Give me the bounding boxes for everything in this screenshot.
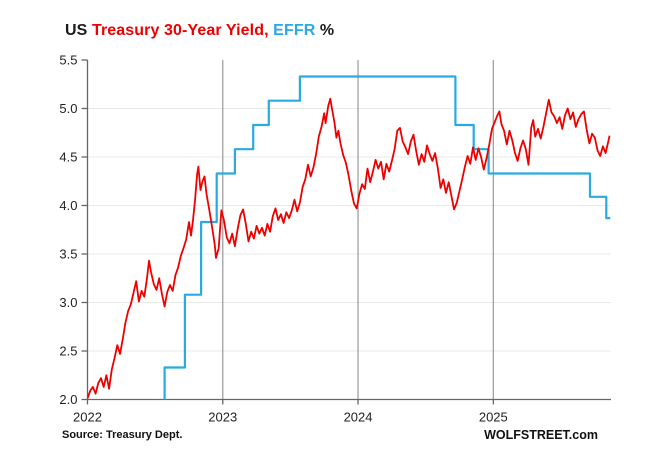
horizontal-gridlines [87,108,611,352]
tick-labels: 2.0 2.5 3.0 3.5 4.0 4.5 5.0 5.5 2022 2023 2024 2025 [59,53,507,425]
y-tick-label: 3.5 [59,247,77,262]
title-segment-yield: Treasury 30-Year Yield, [91,22,269,39]
branding: WOLFSTREET.com [484,428,598,442]
year-gridlines [222,60,494,400]
chart-title: US Treasury 30-Year Yield, EFFR % [65,22,334,40]
y-tick-label: 2.0 [59,392,77,407]
x-tick-label: 2024 [344,410,373,425]
axes [86,60,611,401]
x-tick-label: 2023 [208,410,237,425]
y-tick-label: 2.5 [59,344,77,359]
y-tick-label: 4.5 [59,150,77,165]
title-segment-pct: % [315,22,335,39]
effr-line [163,75,611,400]
y-tick-label: 3.0 [59,295,77,310]
y-tick-label: 4.0 [59,198,77,213]
x-tick-label: 2022 [73,410,102,425]
y-tick-label: 5.5 [59,53,77,68]
title-segment-us: US [65,22,92,39]
x-tick-label: 2025 [479,410,508,425]
treasury-30y-yield-line [87,97,611,399]
source-note: Source: Treasury Dept. [62,429,183,441]
y-tick-label: 5.0 [59,101,77,116]
tick-marks [81,59,494,405]
title-segment-effr: EFFR [268,22,316,39]
